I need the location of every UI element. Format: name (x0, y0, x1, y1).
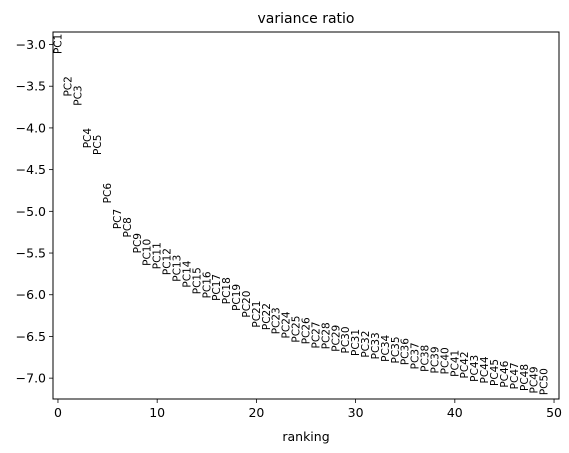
pc-point-label: PC1 (52, 34, 64, 54)
x-tick-label: 10 (149, 405, 165, 420)
pc-point-label: PC39 (429, 346, 441, 373)
pc-point-label: PC20 (241, 291, 253, 318)
x-tick-label: 20 (248, 405, 264, 420)
pc-point-label: PC35 (390, 336, 402, 363)
pc-point-label: PC36 (400, 338, 412, 365)
y-tick-label: −3.0 (16, 37, 46, 52)
pc-point-label: PC16 (201, 271, 213, 298)
pc-point-label: PC4 (82, 128, 94, 149)
y-tick-label: −4.0 (16, 120, 46, 135)
pc-point-label: PC46 (499, 360, 511, 387)
pc-point-label: PC40 (439, 347, 451, 374)
pc-point-label: PC6 (102, 183, 114, 204)
x-tick-label: 0 (54, 405, 62, 420)
pc-point-label: PC19 (231, 284, 243, 311)
y-tick-label: −6.5 (16, 329, 46, 344)
y-tick-label: −5.0 (16, 204, 46, 219)
pc-point-label: PC41 (449, 350, 461, 377)
pc-point-label: PC45 (489, 359, 501, 386)
pc-point-label: PC32 (360, 331, 372, 358)
pc-point-label: PC10 (142, 239, 154, 266)
pc-point-label: PC9 (132, 233, 144, 253)
pc-point-label: PC15 (191, 267, 203, 294)
pc-point-label: PC8 (122, 217, 134, 237)
pc-point-label: PC42 (459, 351, 471, 378)
y-tick-label: −3.5 (16, 79, 46, 94)
x-tick-label: 40 (447, 405, 463, 420)
pc-point-label: PC34 (380, 334, 392, 361)
y-tick-label: −6.0 (16, 287, 46, 302)
pc-point-label: PC37 (410, 342, 422, 369)
pc-point-label: PC5 (92, 135, 104, 155)
pc-point-label: PC13 (172, 255, 184, 282)
pc-point-label: PC14 (181, 260, 193, 287)
pc-point-label: PC48 (519, 364, 531, 391)
pc-point-label: PC2 (62, 76, 74, 96)
y-tick-label: −5.5 (16, 246, 46, 261)
pc-point-label: PC43 (469, 355, 481, 382)
pc-point-label: PC33 (370, 332, 382, 359)
pc-point-label: PC26 (301, 317, 313, 344)
chart-title: variance ratio (257, 11, 354, 27)
pc-point-label: PC18 (221, 277, 233, 304)
pc-point-label: PC38 (420, 345, 432, 372)
y-tick-label: −7.0 (16, 371, 46, 386)
pc-point-label: PC25 (291, 316, 303, 343)
pc-point-label: PC24 (281, 311, 293, 338)
pc-point-label: PC21 (251, 301, 263, 328)
pc-point-label: PC12 (162, 248, 174, 275)
pc-point-label: PC23 (271, 307, 283, 334)
pc-point-label: PC22 (261, 303, 273, 330)
pc-point-label: PC47 (509, 362, 521, 389)
pc-point-label: PC30 (340, 326, 352, 353)
pc-point-label: PC17 (211, 274, 223, 301)
pc-point-label: PC7 (112, 209, 124, 229)
pc-point-label: PC49 (529, 366, 541, 393)
plot-frame (52, 31, 560, 400)
x-tick-label: 50 (546, 405, 562, 420)
x-axis-label: ranking (282, 429, 329, 444)
y-tick-label: −4.5 (16, 162, 46, 177)
pc-point-label: PC11 (152, 242, 164, 269)
pc-point-label: PC50 (539, 368, 551, 395)
pc-point-label: PC29 (330, 325, 342, 352)
pc-point-label: PC31 (350, 329, 362, 356)
pc-point-label: PC44 (479, 356, 491, 383)
pc-point-label: PC3 (72, 85, 84, 105)
pc-point-label: PC28 (320, 322, 332, 349)
x-tick-label: 30 (348, 405, 364, 420)
plot-area: 0 10 20 30 40 50 −3.0 −3.5 −4.0 −4.5 −5.0 −5.5 −6.0 −… (16, 31, 562, 420)
pc-point-label: PC27 (310, 321, 322, 348)
